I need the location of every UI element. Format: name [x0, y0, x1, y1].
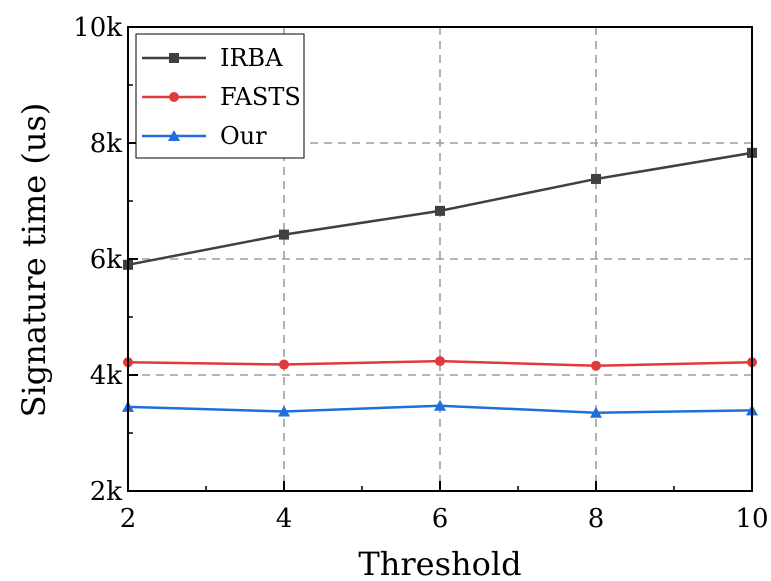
y-axis-title: Signature time (us)	[15, 103, 53, 418]
x-tick-label: 6	[432, 504, 449, 534]
y-tick-label: 4k	[90, 361, 123, 391]
legend-marker-our	[168, 130, 180, 141]
series-our	[122, 399, 758, 418]
data-point-irba	[435, 205, 445, 216]
x-tick-label: 2	[120, 504, 137, 534]
legend-label-our: Our	[220, 122, 267, 150]
x-tick-label: 8	[588, 504, 605, 534]
y-tick-label: 8k	[90, 129, 123, 159]
data-point-our	[434, 399, 446, 411]
x-tick-label: 10	[735, 504, 768, 534]
legend-box	[135, 33, 305, 159]
data-point-irba	[591, 173, 601, 184]
ticks	[127, 26, 753, 492]
series-fasts	[123, 356, 757, 371]
data-point-fasts	[279, 359, 289, 370]
series-layer	[122, 147, 758, 418]
x-tick-label: 4	[276, 504, 293, 534]
data-point-our	[278, 405, 290, 417]
y-tick-label: 2k	[90, 477, 123, 507]
legend-label-fasts: FASTS	[220, 83, 301, 111]
data-point-our	[590, 406, 602, 418]
legend-marker-fasts	[169, 92, 179, 102]
data-point-fasts	[591, 360, 601, 371]
y-tick-label: 10k	[73, 13, 122, 43]
data-point-irba	[279, 229, 289, 240]
data-point-fasts	[435, 356, 445, 367]
legend-label-irba: IRBA	[220, 44, 283, 72]
x-axis-title: Threshold	[358, 545, 521, 581]
legend: IRBA FASTS Our	[135, 33, 305, 159]
y-tick-label: 6k	[90, 245, 123, 275]
tick-labels: 2 4 6 8 10 2k 4k 6k 8k 10k	[73, 13, 768, 534]
legend-marker-irba	[169, 53, 179, 63]
